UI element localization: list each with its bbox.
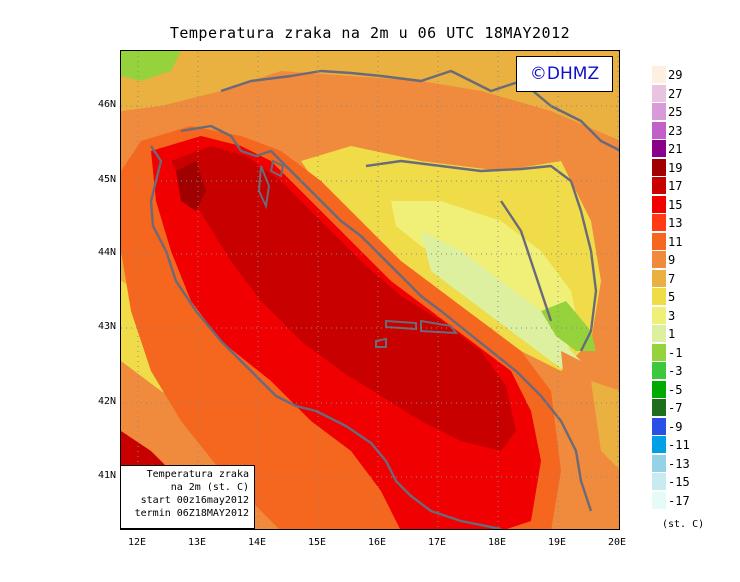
lat-label: 41N xyxy=(97,470,116,481)
colorbar-label: -15 xyxy=(668,475,690,489)
colorbar-label: -17 xyxy=(668,493,690,508)
field-dinaric-pale xyxy=(421,231,591,381)
colorbar-swatch xyxy=(652,232,666,250)
colorbar-swatch xyxy=(652,84,666,102)
colorbar-label: -7 xyxy=(668,401,683,415)
colorbar-label: -5 xyxy=(668,382,683,397)
colorbar-swatch xyxy=(652,269,666,287)
info-line-3: start 00z16may2012 xyxy=(140,495,249,506)
colorbar-swatch xyxy=(652,343,666,361)
colorbar-label: 21 xyxy=(668,142,683,156)
island-cres xyxy=(257,165,271,210)
field-north-band xyxy=(121,51,619,141)
colorbar-label: 7 xyxy=(668,271,676,286)
island-krk xyxy=(269,159,285,178)
lon-label: 19E xyxy=(547,537,567,548)
lat-label: 45N xyxy=(97,174,116,185)
dhmz-logo: ©DHMZ xyxy=(516,56,613,92)
coastline-istria-dalmatia xyxy=(180,124,593,512)
island-hvar xyxy=(385,319,417,331)
colorbar-swatch xyxy=(652,177,666,194)
colorbar-swatch xyxy=(652,288,666,305)
colorbar-label: 3 xyxy=(668,308,676,323)
colorbar-swatch xyxy=(652,399,666,416)
colorbar-swatch xyxy=(652,436,666,453)
colorbar-label: 19 xyxy=(668,160,683,175)
border-bosnia xyxy=(365,159,598,352)
lon-label: 15E xyxy=(307,537,327,548)
colorbar-swatch xyxy=(652,140,666,157)
colorbar-swatch xyxy=(652,66,666,83)
border-north xyxy=(220,69,619,152)
info-line-1: Temperatura zraka xyxy=(146,469,249,480)
colorbar-label: 11 xyxy=(668,234,683,249)
field-sea-darkred xyxy=(176,161,206,211)
info-legend-box: Temperatura zraka na 2m (st. C) start 00… xyxy=(120,465,255,529)
colorbar-swatch xyxy=(652,325,666,342)
colorbar-swatch xyxy=(652,417,666,435)
colorbar-label: 13 xyxy=(668,216,683,230)
lon-label: 16E xyxy=(367,537,387,548)
colorbar-swatch xyxy=(652,473,666,490)
temperature-map xyxy=(120,50,620,530)
colorbar-label: 29 xyxy=(668,68,683,82)
lon-label: 13E xyxy=(187,537,207,548)
field-green-spot xyxy=(541,301,596,351)
colorbar-swatch xyxy=(652,195,666,213)
colorbar-label: 23 xyxy=(668,123,683,138)
lat-label: 46N xyxy=(97,99,116,110)
colorbar-label: -9 xyxy=(668,419,683,434)
colorbar-unit: (st. C) xyxy=(662,519,705,530)
colorbar-swatch xyxy=(652,491,666,509)
lon-label: 17E xyxy=(427,537,447,548)
colorbar-swatch xyxy=(652,380,666,398)
info-line-2: na 2m (st. C) xyxy=(170,482,249,493)
colorbar-label: -11 xyxy=(668,438,690,452)
colorbar-swatch xyxy=(652,362,666,379)
colorbar-label: 15 xyxy=(668,197,683,212)
colorbar-swatch xyxy=(652,306,666,324)
colorbar-swatch xyxy=(652,214,666,231)
field-sea-crimson xyxy=(171,146,516,451)
info-line-4: termin 06Z18MAY2012 xyxy=(134,508,249,519)
coastline-italy xyxy=(149,145,502,529)
colorbar-label: 5 xyxy=(668,290,676,304)
lon-label: 18E xyxy=(487,537,507,548)
colorbar-label: 17 xyxy=(668,179,683,193)
lon-label: 14E xyxy=(247,537,267,548)
colorbar-label: -13 xyxy=(668,456,690,471)
colorbar-label: 25 xyxy=(668,105,683,119)
lat-label: 44N xyxy=(97,247,116,258)
colorbar-label: 1 xyxy=(668,327,676,341)
map-title: Temperatura zraka na 2m u 06 UTC 18MAY20… xyxy=(169,24,571,42)
colorbar-swatch xyxy=(652,103,666,120)
colorbar-label: 9 xyxy=(668,253,676,267)
lat-label: 42N xyxy=(97,396,116,407)
island-vis xyxy=(375,337,387,348)
lon-label: 12E xyxy=(127,537,147,548)
lat-label: 43N xyxy=(97,321,116,332)
colorbar-swatch xyxy=(652,454,666,472)
field-green-nw xyxy=(121,51,181,81)
border-inner xyxy=(500,200,553,322)
colorbar-label: -1 xyxy=(668,345,683,360)
colorbar-label: 27 xyxy=(668,86,683,101)
lon-label: 20E xyxy=(607,537,627,548)
colorbar-swatch xyxy=(652,251,666,268)
colorbar-label: -3 xyxy=(668,364,683,378)
colorbar-swatch xyxy=(652,158,666,176)
colorbar-swatch xyxy=(652,121,666,139)
